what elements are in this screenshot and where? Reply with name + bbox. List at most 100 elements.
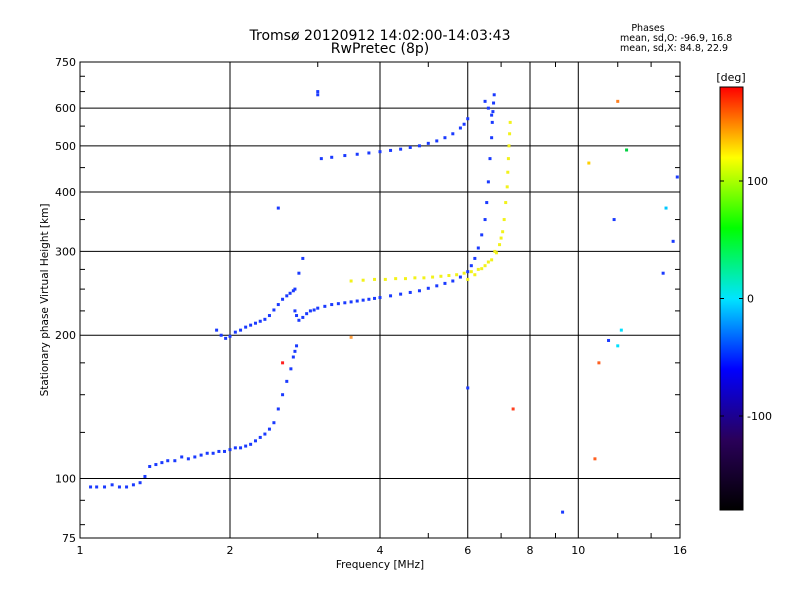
o-mode-point [148, 464, 152, 468]
o-mode-point [89, 485, 93, 489]
o-mode-point [336, 302, 340, 306]
o-mode-point [263, 432, 267, 436]
o-mode-point [110, 483, 114, 487]
scattered-point [671, 239, 675, 243]
x-mode-point [494, 251, 498, 255]
o-mode-point [490, 136, 494, 140]
o-mode-point [469, 264, 473, 268]
o-mode-point [239, 446, 243, 450]
y-tick-label: 75 [62, 532, 76, 545]
o-mode-point [378, 296, 382, 300]
o-mode-point [367, 151, 371, 155]
x-mode-point [455, 273, 459, 277]
o-mode-point [258, 319, 262, 323]
scattered-point [612, 218, 616, 222]
o-mode-point [417, 289, 421, 293]
o-mode-point [476, 246, 480, 250]
o-mode-point [443, 281, 447, 285]
o-mode-point [293, 349, 297, 353]
o-mode-point [343, 154, 347, 158]
o-mode-point [285, 294, 289, 298]
colorbar-tick-label: 0 [747, 293, 754, 306]
x-axis-ticks: 1 2 4 6 8 10 16 [77, 62, 687, 557]
o-mode-point [103, 485, 107, 489]
scattered-point [597, 361, 601, 365]
colorbar-tick-label: 100 [747, 175, 768, 188]
x-mode-point [361, 278, 365, 282]
o-mode-point [289, 367, 293, 371]
o-mode-point [186, 457, 190, 461]
o-mode-point [399, 292, 403, 296]
o-mode-point [258, 435, 262, 439]
y-tick-label: 500 [55, 140, 76, 153]
x-tick-label: 4 [377, 544, 384, 557]
o-mode-point [272, 308, 276, 312]
o-mode-point [435, 284, 439, 288]
o-mode-point [276, 303, 280, 307]
o-mode-point [485, 201, 489, 205]
o-mode-point [219, 333, 223, 337]
scattered-point [661, 271, 665, 275]
o-mode-point [330, 155, 334, 159]
o-mode-point [435, 139, 439, 143]
x-mode-point [490, 258, 494, 262]
o-mode-point [281, 297, 285, 301]
o-mode-point [408, 145, 412, 149]
o-mode-point [408, 290, 412, 294]
y-tick-label: 100 [55, 473, 76, 486]
scattered-point [587, 161, 591, 165]
o-mode-point [488, 157, 492, 161]
stats-line-o: mean, sd,O: -96.9, 16.8 [620, 33, 732, 44]
o-mode-point [180, 455, 184, 459]
o-mode-point [361, 298, 365, 302]
o-mode-point [293, 309, 297, 313]
o-mode-point [451, 132, 455, 136]
o-mode-point [301, 256, 305, 260]
o-mode-point [491, 110, 495, 114]
o-mode-point [319, 157, 323, 161]
scattered-point [349, 335, 353, 339]
x-tick-label: 10 [571, 544, 585, 557]
x-mode-point [462, 271, 466, 275]
o-mode-point [451, 279, 455, 283]
x-mode-point [469, 270, 473, 274]
x-tick-label: 1 [77, 544, 84, 557]
o-mode-point [276, 407, 280, 411]
x-mode-point [349, 279, 353, 283]
o-mode-point [295, 314, 299, 318]
o-mode-point [301, 315, 305, 319]
stats-line-x: mean, sd,X: 84.8, 22.9 [620, 43, 728, 54]
o-mode-point [462, 122, 466, 126]
x-mode-point [486, 260, 490, 264]
o-mode-point [244, 325, 248, 329]
x-mode-point [502, 218, 506, 222]
x-mode-point [422, 276, 426, 280]
stats-heading: Phases [631, 23, 664, 34]
scattered-point [616, 99, 620, 103]
y-tick-label: 400 [55, 186, 76, 199]
x-axis-label: Frequency [MHz] [336, 559, 424, 571]
o-mode-point [249, 442, 253, 446]
x-mode-point [506, 157, 510, 161]
o-mode-point [223, 449, 227, 453]
o-mode-point [492, 101, 496, 105]
o-mode-point [367, 297, 371, 301]
o-mode-point [490, 120, 494, 124]
o-mode-point [263, 317, 267, 321]
o-mode-point [205, 451, 209, 455]
o-mode-point [244, 444, 248, 448]
y-axis-ticks: 75 100 200 300 400 500 600 750 [55, 56, 680, 545]
x-mode-point [505, 185, 509, 189]
o-mode-point [343, 301, 347, 305]
x-tick-label: 6 [464, 544, 471, 557]
o-mode-point [215, 328, 219, 332]
o-mode-point [228, 334, 232, 338]
x-mode-point [476, 267, 480, 271]
x-mode-point [383, 277, 387, 281]
o-mode-point [458, 275, 462, 279]
x-mode-point [508, 120, 512, 124]
o-mode-point [373, 296, 377, 300]
x-mode-point [501, 230, 505, 234]
o-mode-point [291, 355, 295, 359]
